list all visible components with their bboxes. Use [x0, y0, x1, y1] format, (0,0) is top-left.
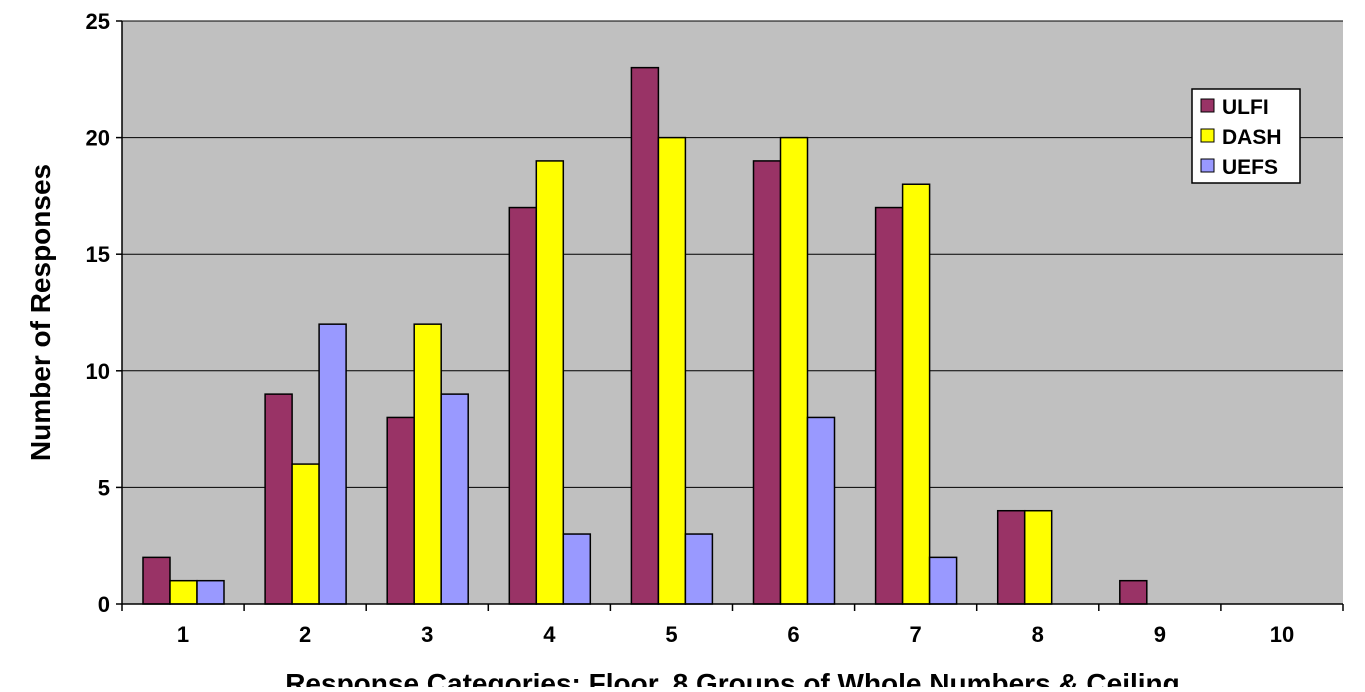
bar-dash — [169, 579, 198, 605]
legend-label-ulfi: ULFI — [1222, 96, 1269, 119]
bar-uefs — [928, 556, 958, 605]
bar-uefs — [196, 579, 225, 605]
legend-swatch-ulfi — [1200, 98, 1215, 113]
x-tick-label: 2 — [299, 622, 311, 647]
x-tick-label: 1 — [177, 622, 189, 647]
x-tick-label: 5 — [665, 622, 677, 647]
bar-ulfi — [1119, 579, 1148, 605]
x-tick-label: 6 — [787, 622, 799, 647]
y-tick-label: 20 — [86, 126, 110, 151]
y-tick-label: 15 — [86, 242, 110, 267]
x-tick-label: 7 — [910, 622, 922, 647]
bar-dash — [779, 136, 809, 605]
bar-dash — [657, 136, 687, 605]
y-axis-label: Number of Responses — [25, 164, 56, 461]
bar-ulfi — [874, 206, 904, 605]
y-tick-label: 5 — [98, 475, 110, 500]
bar-dash — [901, 183, 931, 605]
bar-ulfi — [386, 416, 415, 605]
legend-swatch-dash — [1200, 128, 1215, 143]
x-tick-label: 8 — [1032, 622, 1044, 647]
y-tick-label: 25 — [86, 9, 110, 34]
y-tick-label: 10 — [86, 359, 110, 384]
bar-dash — [535, 160, 565, 605]
bar-dash — [291, 463, 320, 605]
legend-label-uefs: UEFS — [1222, 156, 1278, 179]
bar-uefs — [440, 393, 469, 605]
y-tick-label: 0 — [98, 592, 110, 617]
legend-swatch-uefs — [1200, 158, 1215, 173]
bar-dash — [413, 323, 442, 605]
bar-uefs — [684, 533, 714, 605]
x-tick-label: 3 — [421, 622, 433, 647]
bar-ulfi — [142, 556, 171, 605]
legend: ULFI DASH UEFS — [1191, 88, 1301, 184]
x-axis-label: Response Categories: Floor, 8 Groups of … — [285, 668, 1180, 687]
x-tick-label: 9 — [1154, 622, 1166, 647]
bar-uefs — [318, 323, 347, 605]
bar-dash — [1023, 509, 1053, 605]
legend-label-dash: DASH — [1222, 126, 1282, 149]
x-tick-label: 10 — [1270, 622, 1294, 647]
bar-ulfi — [996, 509, 1026, 605]
bar-uefs — [562, 533, 592, 605]
bar-ulfi — [264, 393, 293, 605]
bar-ulfi — [752, 160, 782, 605]
bar-ulfi — [630, 66, 660, 605]
bar-uefs — [806, 416, 836, 605]
x-tick-label: 4 — [543, 622, 556, 647]
bar-ulfi — [508, 206, 538, 605]
